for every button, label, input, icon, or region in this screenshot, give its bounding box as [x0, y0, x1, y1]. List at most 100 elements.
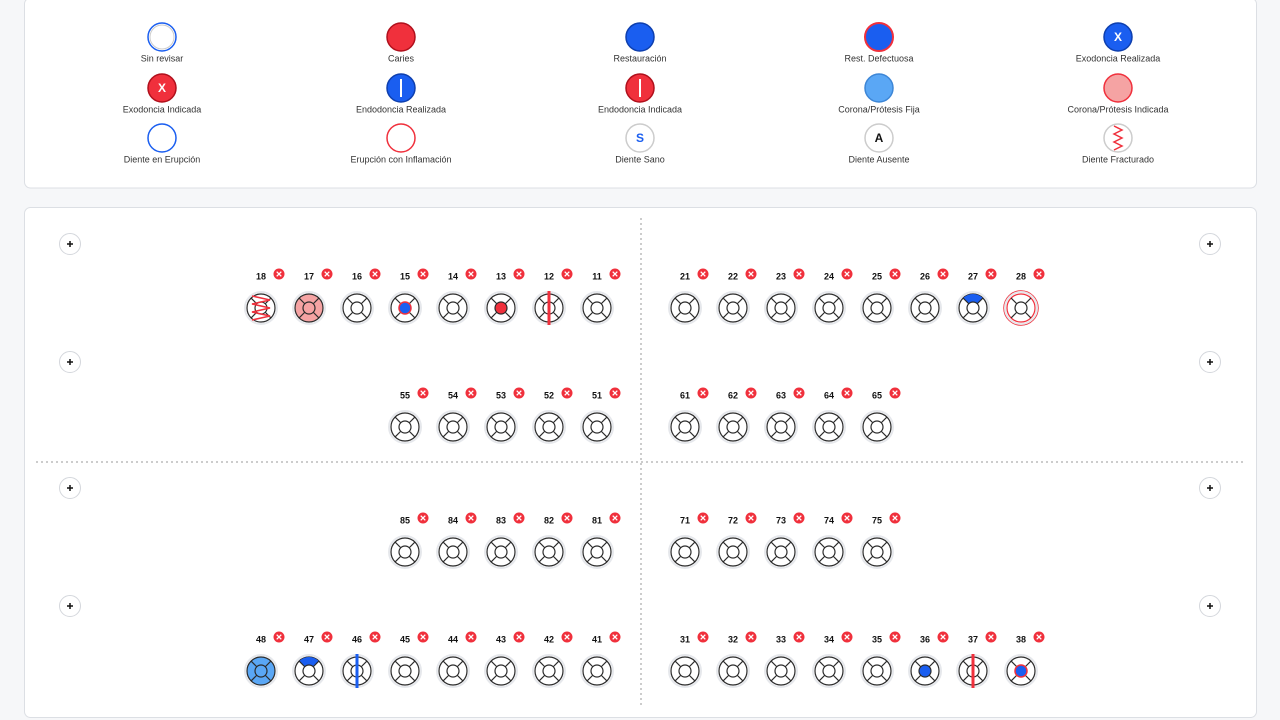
tooth[interactable]: 11 — [580, 271, 614, 325]
tooth[interactable]: 15 — [388, 271, 422, 325]
remove-tooth-button[interactable] — [745, 268, 757, 280]
tooth[interactable]: 16 — [340, 271, 374, 325]
tooth[interactable]: 85 — [388, 515, 422, 569]
add-tooth-button[interactable] — [59, 477, 81, 499]
remove-tooth-button[interactable] — [561, 387, 573, 399]
tooth[interactable]: 25 — [860, 271, 894, 325]
tooth[interactable]: 43 — [484, 634, 518, 688]
tooth[interactable]: 45 — [388, 634, 422, 688]
add-tooth-button[interactable] — [59, 595, 81, 617]
remove-tooth-button[interactable] — [793, 631, 805, 643]
tooth[interactable]: 24 — [812, 271, 846, 325]
remove-tooth-button[interactable] — [889, 512, 901, 524]
tooth[interactable]: 41 — [580, 634, 614, 688]
tooth[interactable]: 13 — [484, 271, 518, 325]
remove-tooth-button[interactable] — [513, 387, 525, 399]
tooth[interactable]: 46 — [340, 634, 374, 688]
remove-tooth-button[interactable] — [841, 268, 853, 280]
remove-tooth-button[interactable] — [369, 631, 381, 643]
remove-tooth-button[interactable] — [793, 268, 805, 280]
remove-tooth-button[interactable] — [513, 268, 525, 280]
remove-tooth-button[interactable] — [273, 631, 285, 643]
tooth[interactable]: 74 — [812, 515, 846, 569]
remove-tooth-button[interactable] — [745, 387, 757, 399]
tooth[interactable]: 48 — [244, 634, 278, 688]
remove-tooth-button[interactable] — [937, 268, 949, 280]
remove-tooth-button[interactable] — [745, 512, 757, 524]
tooth[interactable]: 47 — [292, 634, 326, 688]
remove-tooth-button[interactable] — [465, 631, 477, 643]
tooth[interactable]: 26 — [908, 271, 942, 325]
tooth[interactable]: 22 — [716, 271, 750, 325]
tooth[interactable]: 53 — [484, 390, 518, 444]
remove-tooth-button[interactable] — [985, 268, 997, 280]
remove-tooth-button[interactable] — [609, 631, 621, 643]
tooth[interactable]: 63 — [764, 390, 798, 444]
tooth[interactable]: 37 — [956, 634, 990, 688]
add-tooth-button[interactable] — [1199, 595, 1221, 617]
remove-tooth-button[interactable] — [745, 631, 757, 643]
tooth[interactable]: 33 — [764, 634, 798, 688]
tooth[interactable]: 81 — [580, 515, 614, 569]
remove-tooth-button[interactable] — [321, 631, 333, 643]
tooth[interactable]: 65 — [860, 390, 894, 444]
tooth[interactable]: 35 — [860, 634, 894, 688]
tooth[interactable]: 42 — [532, 634, 566, 688]
tooth[interactable]: 12 — [532, 271, 566, 325]
remove-tooth-button[interactable] — [465, 512, 477, 524]
remove-tooth-button[interactable] — [273, 268, 285, 280]
remove-tooth-button[interactable] — [889, 631, 901, 643]
remove-tooth-button[interactable] — [609, 387, 621, 399]
tooth[interactable]: 71 — [668, 515, 702, 569]
tooth[interactable]: 14 — [436, 271, 470, 325]
tooth[interactable]: 38 — [1004, 634, 1038, 688]
tooth[interactable]: 82 — [532, 515, 566, 569]
add-tooth-button[interactable] — [1199, 477, 1221, 499]
remove-tooth-button[interactable] — [889, 268, 901, 280]
tooth[interactable]: 18 — [244, 271, 278, 325]
tooth[interactable]: 28 — [1003, 271, 1039, 326]
tooth[interactable]: 64 — [812, 390, 846, 444]
tooth[interactable]: 73 — [764, 515, 798, 569]
tooth[interactable]: 55 — [388, 390, 422, 444]
remove-tooth-button[interactable] — [417, 387, 429, 399]
tooth[interactable]: 62 — [716, 390, 750, 444]
tooth[interactable]: 51 — [580, 390, 614, 444]
remove-tooth-button[interactable] — [561, 268, 573, 280]
tooth[interactable]: 83 — [484, 515, 518, 569]
tooth[interactable]: 52 — [532, 390, 566, 444]
tooth[interactable]: 31 — [668, 634, 702, 688]
remove-tooth-button[interactable] — [697, 512, 709, 524]
remove-tooth-button[interactable] — [841, 631, 853, 643]
remove-tooth-button[interactable] — [561, 512, 573, 524]
remove-tooth-button[interactable] — [417, 631, 429, 643]
tooth[interactable]: 32 — [716, 634, 750, 688]
tooth[interactable]: 17 — [292, 271, 326, 325]
add-tooth-button[interactable] — [1199, 351, 1221, 373]
remove-tooth-button[interactable] — [369, 268, 381, 280]
remove-tooth-button[interactable] — [697, 387, 709, 399]
remove-tooth-button[interactable] — [793, 387, 805, 399]
tooth[interactable]: 34 — [812, 634, 846, 688]
add-tooth-button[interactable] — [1199, 233, 1221, 255]
remove-tooth-button[interactable] — [609, 512, 621, 524]
tooth[interactable]: 23 — [764, 271, 798, 325]
remove-tooth-button[interactable] — [465, 268, 477, 280]
remove-tooth-button[interactable] — [561, 631, 573, 643]
tooth[interactable]: 36 — [908, 634, 942, 688]
add-tooth-button[interactable] — [59, 351, 81, 373]
remove-tooth-button[interactable] — [889, 387, 901, 399]
tooth[interactable]: 27 — [956, 271, 990, 325]
add-tooth-button[interactable] — [59, 233, 81, 255]
remove-tooth-button[interactable] — [513, 512, 525, 524]
remove-tooth-button[interactable] — [417, 512, 429, 524]
remove-tooth-button[interactable] — [697, 268, 709, 280]
tooth[interactable]: 61 — [668, 390, 702, 444]
remove-tooth-button[interactable] — [985, 631, 997, 643]
tooth[interactable]: 75 — [860, 515, 894, 569]
remove-tooth-button[interactable] — [841, 512, 853, 524]
tooth[interactable]: 21 — [668, 271, 702, 325]
tooth[interactable]: 84 — [436, 515, 470, 569]
remove-tooth-button[interactable] — [513, 631, 525, 643]
remove-tooth-button[interactable] — [417, 268, 429, 280]
